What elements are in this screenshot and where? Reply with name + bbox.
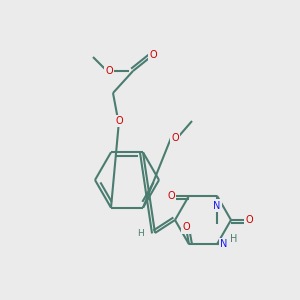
Text: O: O [105,66,113,76]
Text: O: O [149,50,157,60]
Text: O: O [182,222,190,232]
Text: H: H [230,234,238,244]
Text: H: H [138,229,144,238]
Text: O: O [115,116,123,126]
Text: O: O [171,133,179,143]
Text: N: N [213,201,221,211]
Text: O: O [167,191,175,201]
Text: N: N [220,239,228,249]
Text: O: O [245,215,253,225]
